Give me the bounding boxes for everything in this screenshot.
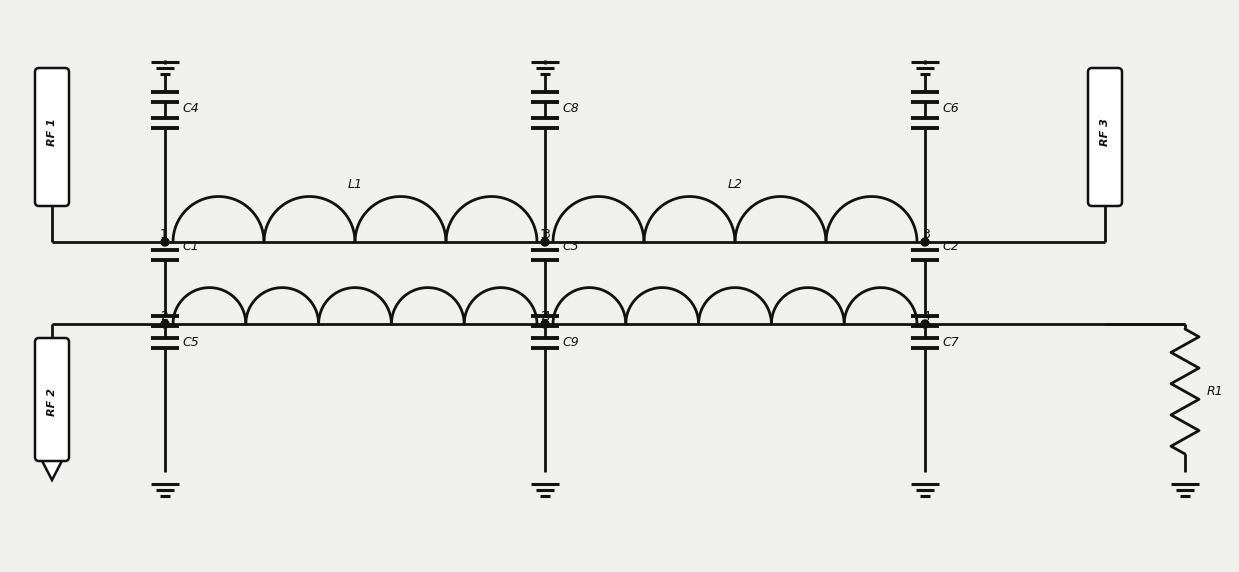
Text: 2: 2: [160, 309, 169, 323]
Polygon shape: [38, 455, 64, 480]
Text: C1: C1: [182, 240, 198, 253]
Text: 3: 3: [541, 228, 550, 240]
Circle shape: [921, 238, 929, 246]
Text: 3: 3: [922, 228, 930, 240]
Text: C9: C9: [563, 336, 579, 349]
FancyBboxPatch shape: [35, 338, 69, 461]
Circle shape: [921, 320, 929, 328]
Text: 4: 4: [541, 309, 550, 323]
Text: RF 3: RF 3: [1100, 118, 1110, 146]
Text: 1: 1: [160, 228, 169, 240]
FancyBboxPatch shape: [1088, 68, 1123, 206]
Circle shape: [541, 320, 549, 328]
Text: C7: C7: [942, 336, 959, 349]
Circle shape: [541, 238, 549, 246]
Text: L2: L2: [727, 177, 742, 190]
Text: C3: C3: [563, 240, 579, 253]
FancyBboxPatch shape: [35, 68, 69, 206]
Text: C8: C8: [563, 101, 579, 114]
Text: 4: 4: [922, 309, 930, 323]
Circle shape: [161, 320, 169, 328]
Text: RF 2: RF 2: [47, 388, 57, 416]
Text: C4: C4: [182, 101, 198, 114]
Text: R1: R1: [1207, 385, 1224, 398]
Text: C6: C6: [942, 101, 959, 114]
Text: 1: 1: [540, 228, 548, 240]
Text: L1: L1: [347, 177, 363, 190]
Text: C2: C2: [942, 240, 959, 253]
Text: C5: C5: [182, 336, 198, 349]
Text: 2: 2: [540, 309, 548, 323]
Text: RF 1: RF 1: [47, 118, 57, 146]
Circle shape: [161, 238, 169, 246]
